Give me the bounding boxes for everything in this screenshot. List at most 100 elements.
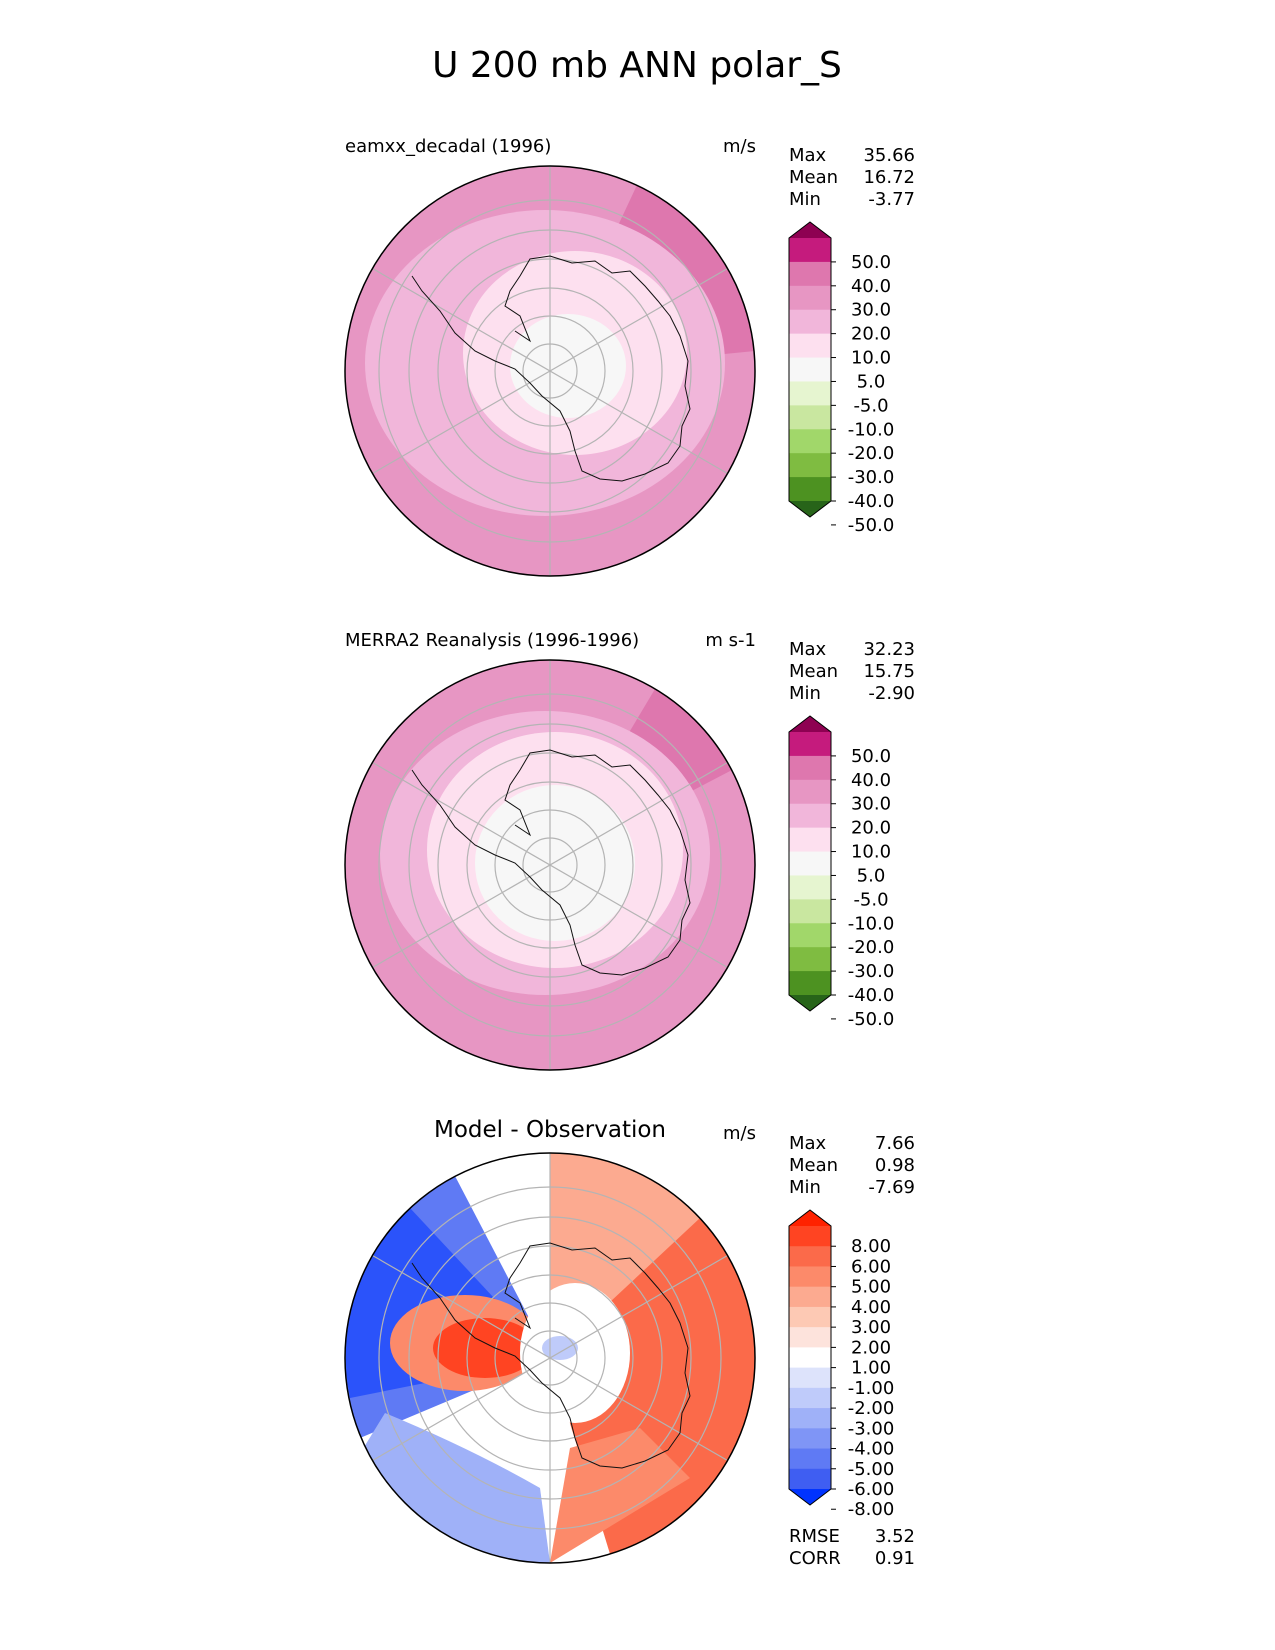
colorbar-segment (789, 923, 831, 948)
antarctica-coastline (411, 749, 691, 976)
colorbar-segment (789, 947, 831, 972)
colorbar-tick-label: -50.0 (848, 515, 895, 536)
field-pole (475, 785, 635, 941)
stat-value-corr: 0.91 (875, 1548, 915, 1569)
panel-difference: Model - Observation m/s (344, 1117, 915, 1569)
colorbar-tick-label: 10.0 (851, 842, 891, 863)
map-boundary (344, 1152, 756, 1564)
colorbar-segment (789, 1306, 831, 1328)
panel-units: m/s (723, 136, 756, 157)
colorbar-tick-label: -5.00 (848, 1459, 895, 1480)
colorbar-tick-label: -4.00 (848, 1439, 895, 1460)
colorbar-tick-label: -40.0 (848, 985, 895, 1006)
colorbar-segment (789, 429, 831, 454)
colorbar-segment (789, 1448, 831, 1470)
graticule (372, 1153, 728, 1563)
stat-label-corr: CORR (789, 1548, 841, 1569)
colorbar-tick-label: 1.00 (851, 1358, 891, 1379)
stat-label-mean: Mean (789, 661, 838, 682)
colorbar: 8.006.005.004.003.002.001.00-1.00-2.00-3… (788, 1209, 895, 1520)
panel-model: eamxx_decadal (1996) m/s Max 35.66 (344, 136, 915, 577)
colorbar-segment (789, 238, 831, 263)
stat-value-min: -2.90 (868, 683, 915, 704)
colorbar-segment (789, 732, 831, 757)
colorbar-segment (789, 1226, 831, 1247)
stat-label-mean: Mean (789, 1155, 838, 1176)
panel-title: Model - Observation (434, 1117, 666, 1143)
stat-label-max: Max (789, 145, 827, 166)
stat-value-max: 7.66 (875, 1133, 915, 1154)
colorbar-tick-label: 30.0 (851, 300, 891, 321)
colorbar-tick-label: -3.00 (848, 1418, 895, 1439)
colorbar-tick-label: 5.0 (857, 865, 886, 886)
stat-value-max: 32.23 (863, 639, 915, 660)
colorbar-tick-label: 40.0 (851, 276, 891, 297)
stat-value-min: -7.69 (868, 1177, 915, 1198)
colorbar-tick-label: 6.00 (851, 1256, 891, 1277)
map-boundary (344, 659, 756, 1071)
stat-value-mean: 15.75 (863, 661, 915, 682)
colorbar-tick-label: 8.00 (851, 1236, 891, 1257)
polar-map (344, 659, 756, 1071)
colorbar-segment (789, 1408, 831, 1429)
colorbar-segment (789, 827, 831, 853)
colorbar-segment (789, 1367, 831, 1389)
stats-block: Max 32.23 Mean 15.75 Min -2.90 (789, 639, 915, 704)
colorbar-segment (789, 309, 831, 335)
colorbar-extend-min (789, 501, 831, 517)
colorbar-segment (789, 261, 831, 287)
colorbar-segment (789, 899, 831, 924)
colorbar-segment (789, 381, 831, 406)
colorbar-segment (789, 1286, 831, 1308)
colorbar-tick-label: 20.0 (851, 818, 891, 839)
colorbar-segment (789, 971, 831, 996)
stat-value-max: 35.66 (863, 145, 915, 166)
stat-label-max: Max (789, 639, 827, 660)
colorbar-segment (789, 1246, 831, 1267)
error-stats-block: RMSE 3.52 CORR 0.91 (789, 1526, 915, 1569)
colorbar-extend-max (789, 1210, 831, 1226)
stats-block: Max 35.66 Mean 16.72 Min -3.77 (789, 145, 915, 210)
panel-observation: MERRA2 Reanalysis (1996-1996) m s-1 Max (344, 630, 915, 1071)
field-pole (510, 314, 626, 418)
colorbar-extend-min (789, 995, 831, 1011)
antarctica-coastline (411, 1242, 691, 1469)
field-south-positive (550, 1428, 690, 1563)
colorbar-segment (789, 1468, 831, 1490)
colorbar-segment (789, 755, 831, 781)
colorbar-segment (789, 1327, 831, 1348)
stat-value-rmse: 3.52 (875, 1526, 915, 1547)
figure-title: U 200 mb ANN polar_S (432, 45, 842, 86)
colorbar: 50.0 40.0 30.0 20.0 10.05.0 -5.0 -10.0 -20.0 -30… (788, 221, 895, 536)
colorbar-tick-label: -8.00 (848, 1499, 895, 1520)
colorbar-tick-label: 50.0 (851, 746, 891, 767)
colorbar-segment (789, 779, 831, 805)
colorbar-tick-label: -1.00 (848, 1378, 895, 1399)
polar-map (344, 1152, 756, 1564)
graticule (372, 660, 728, 1070)
colorbar-segment (789, 333, 831, 359)
antarctica-coastline (411, 255, 691, 482)
colorbar-segment (789, 875, 831, 900)
stat-value-min: -3.77 (868, 189, 915, 210)
graticule (372, 166, 728, 576)
stat-label-min: Min (789, 1177, 821, 1198)
colorbar-tick-label: 5.00 (851, 1277, 891, 1298)
colorbar-segment (789, 1266, 831, 1288)
colorbar-tick-label: -20.0 (848, 937, 895, 958)
colorbar-tick-label: -5.0 (853, 889, 888, 910)
colorbar-tick-label: 40.0 (851, 770, 891, 791)
colorbar: 50.0 40.0 30.0 20.0 10.05.0 -5.0 -10.0 -20.0 -30… (788, 715, 895, 1030)
stat-label-rmse: RMSE (789, 1526, 840, 1547)
colorbar-segment (789, 851, 831, 876)
stat-label-min: Min (789, 683, 821, 704)
map-boundary (344, 165, 756, 577)
colorbar-segment (789, 453, 831, 478)
colorbar-segment (789, 1387, 831, 1409)
colorbar-segment (789, 405, 831, 430)
stats-block: Max 7.66 Mean 0.98 Min -7.69 (789, 1133, 915, 1198)
colorbar-tick-label: -40.0 (848, 491, 895, 512)
panel-title: eamxx_decadal (1996) (345, 136, 551, 157)
colorbar-segment (789, 285, 831, 311)
